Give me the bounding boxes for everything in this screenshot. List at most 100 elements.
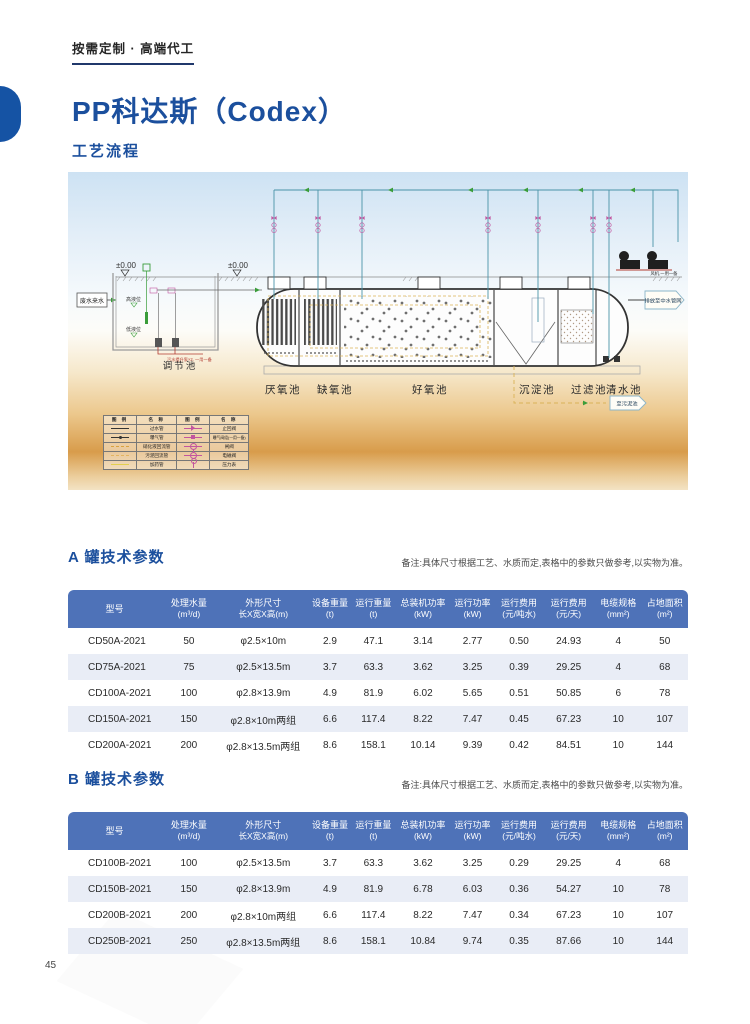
table-cell: CD50A-2021 <box>88 635 146 647</box>
outlet-label: 排放至中水管网 <box>644 297 681 305</box>
table-cell: 78 <box>659 883 671 895</box>
air-pipe-symbol <box>111 435 130 439</box>
table-cell: 84.51 <box>556 739 582 751</box>
column-header: 外形尺寸 长X宽X高(m) <box>216 812 310 850</box>
process-flow-heading: 工艺流程 <box>72 143 141 160</box>
table-cell: 24.93 <box>556 635 582 647</box>
table-cell: φ2.8×10m两组 <box>230 715 297 727</box>
blower-icons <box>616 251 672 271</box>
table-cell: 144 <box>656 739 674 751</box>
table-cell: 2.77 <box>462 635 483 647</box>
table-cell: 250 <box>180 935 198 947</box>
section-label-anoxic: 缺氧池 <box>317 383 353 396</box>
table-cell: 0.45 <box>509 713 529 725</box>
gate-valve-symbol <box>184 434 203 439</box>
tank-section-labels: 厌氧池 缺氧池 好氧池 沉淀池 过滤池 清水池 <box>265 383 641 396</box>
table-cell: 29.25 <box>556 661 582 673</box>
table-cell: 29.25 <box>556 857 582 869</box>
table-cell: 150 <box>180 713 198 725</box>
table-cell: 10 <box>612 739 624 751</box>
table-cell: 63.3 <box>363 857 384 869</box>
blower-label: 风机,一用一备 <box>651 270 679 277</box>
recirculation-lines <box>267 295 489 357</box>
legend-name: 曝气阀组(一用一备) <box>209 433 249 443</box>
table-cell: 0.34 <box>509 909 529 921</box>
column-header: 电缆规格 (mm²) <box>594 812 642 850</box>
table-cell: 200 <box>180 909 198 921</box>
clean-water-pumps <box>603 356 620 362</box>
table-cell: 68 <box>659 857 671 869</box>
ground-hatch <box>116 276 681 282</box>
air-valves <box>271 215 612 234</box>
table-cell: 8.22 <box>413 909 433 921</box>
table-cell: 6.6 <box>322 909 337 921</box>
legend-name: 污泥回流管 <box>136 451 178 461</box>
column-header: 运行重量 (t) <box>350 812 397 850</box>
table-cell: 100 <box>180 857 198 869</box>
section-a-note: 备注:具体尺寸根据工艺、水质而定,表格中的参数只做参考,以实物为准。 <box>401 558 688 568</box>
table-cell: 8.22 <box>413 713 433 725</box>
legend-header: 名 称 <box>136 415 178 425</box>
legend-header: 图 例 <box>102 415 138 425</box>
table-cell: 6.02 <box>413 687 433 699</box>
legend-name: 压力表 <box>209 460 249 470</box>
table-cell: 0.51 <box>509 687 529 699</box>
table-cell: 7.47 <box>462 713 483 725</box>
section-a-title: A 罐技术参数 <box>68 549 165 566</box>
table-cell: 54.27 <box>556 883 582 895</box>
to-sludge-chevron <box>609 395 647 411</box>
table-cell: φ2.5×10m <box>240 635 287 647</box>
clarifier-hopper <box>495 321 556 365</box>
table-cell: CD250B-2021 <box>88 935 152 947</box>
column-header: 运行费用 (元/天) <box>542 812 595 850</box>
ground-level-label: ±0.00 <box>228 261 249 270</box>
filter-media <box>560 309 594 344</box>
table-row: CD150B-2021 150 φ2.8×13.9m 4.9 81.9 6.78 6.03 0… <box>68 876 688 902</box>
legend-name: 硝化液回流管 <box>136 442 178 452</box>
table-cell: 78 <box>659 687 671 699</box>
table-cell: 117.4 <box>361 713 386 725</box>
legend-name: 闸阀 <box>209 442 249 452</box>
table-cell: CD150A-2021 <box>88 713 152 725</box>
table-cell: 107 <box>656 909 674 921</box>
table-cell: 4.9 <box>322 687 337 699</box>
process-diagram-svg: ±0.00 ±0.00 废水来水 高液位 低液位 <box>76 187 685 411</box>
column-header: 电缆规格 (mm²) <box>594 590 642 628</box>
column-header: 外形尺寸 长X宽X高(m) <box>216 590 310 628</box>
section-b-title: B 罐技术参数 <box>68 771 166 788</box>
table-row: CD250B-2021 250 φ2.8×13.5m两组 8.6 158.1 10.84 9… <box>68 928 688 954</box>
sludge-return-symbol <box>111 454 130 456</box>
header-tagline: 按需定制 · 高端代工 <box>72 38 195 65</box>
table-row: CD50A-2021 50 φ2.5×10m 2.9 47.1 3.14 2.77 0.50 2… <box>68 628 688 654</box>
table-cell: φ2.8×13.9m <box>236 687 291 699</box>
column-header: 运行费用 (元/天) <box>542 590 595 628</box>
table-cell: 8.6 <box>322 739 337 751</box>
column-header: 运行费用 (元/吨水) <box>495 590 543 628</box>
table-cell: 0.42 <box>509 739 529 751</box>
table-cell: 100 <box>180 687 198 699</box>
table-cell: 10 <box>612 883 624 895</box>
table-cell: 6.6 <box>322 713 337 725</box>
legend-name: 电磁阀 <box>209 451 249 461</box>
table-cell: 5.65 <box>462 687 483 699</box>
table-cell: 7.47 <box>462 909 483 921</box>
table-cell: 3.25 <box>462 661 483 673</box>
low-level-label: 低液位 <box>126 326 141 333</box>
anoxic-media <box>304 299 337 345</box>
table-cell: 158.1 <box>360 935 386 947</box>
table-cell: CD100A-2021 <box>88 687 152 699</box>
ground-level-label: ±0.00 <box>116 261 137 270</box>
column-header: 型号 <box>68 812 161 850</box>
table-cell: 0.50 <box>509 635 529 647</box>
section-label-aerobic: 好氧池 <box>412 383 448 396</box>
table-cell: φ2.5×13.5m <box>236 661 291 673</box>
page-title: PP科达斯（Codex） <box>72 96 347 127</box>
table-header-row: 型号 处理水量 (m³/d) 外形尺寸 长X宽X高(m) 设备重量 (t) 运行重量(… <box>68 812 688 850</box>
table-a: 型号 处理水量 (m³/d) 外形尺寸 长X宽X高(m) 设备重量 (t) 运行重量(… <box>68 590 688 758</box>
anaerobic-media <box>262 299 296 345</box>
table-cell: 10.84 <box>410 935 436 947</box>
legend-name: 过水管 <box>136 424 178 434</box>
table-cell: 10 <box>612 713 624 725</box>
legend-name: 曝气管 <box>136 433 178 443</box>
